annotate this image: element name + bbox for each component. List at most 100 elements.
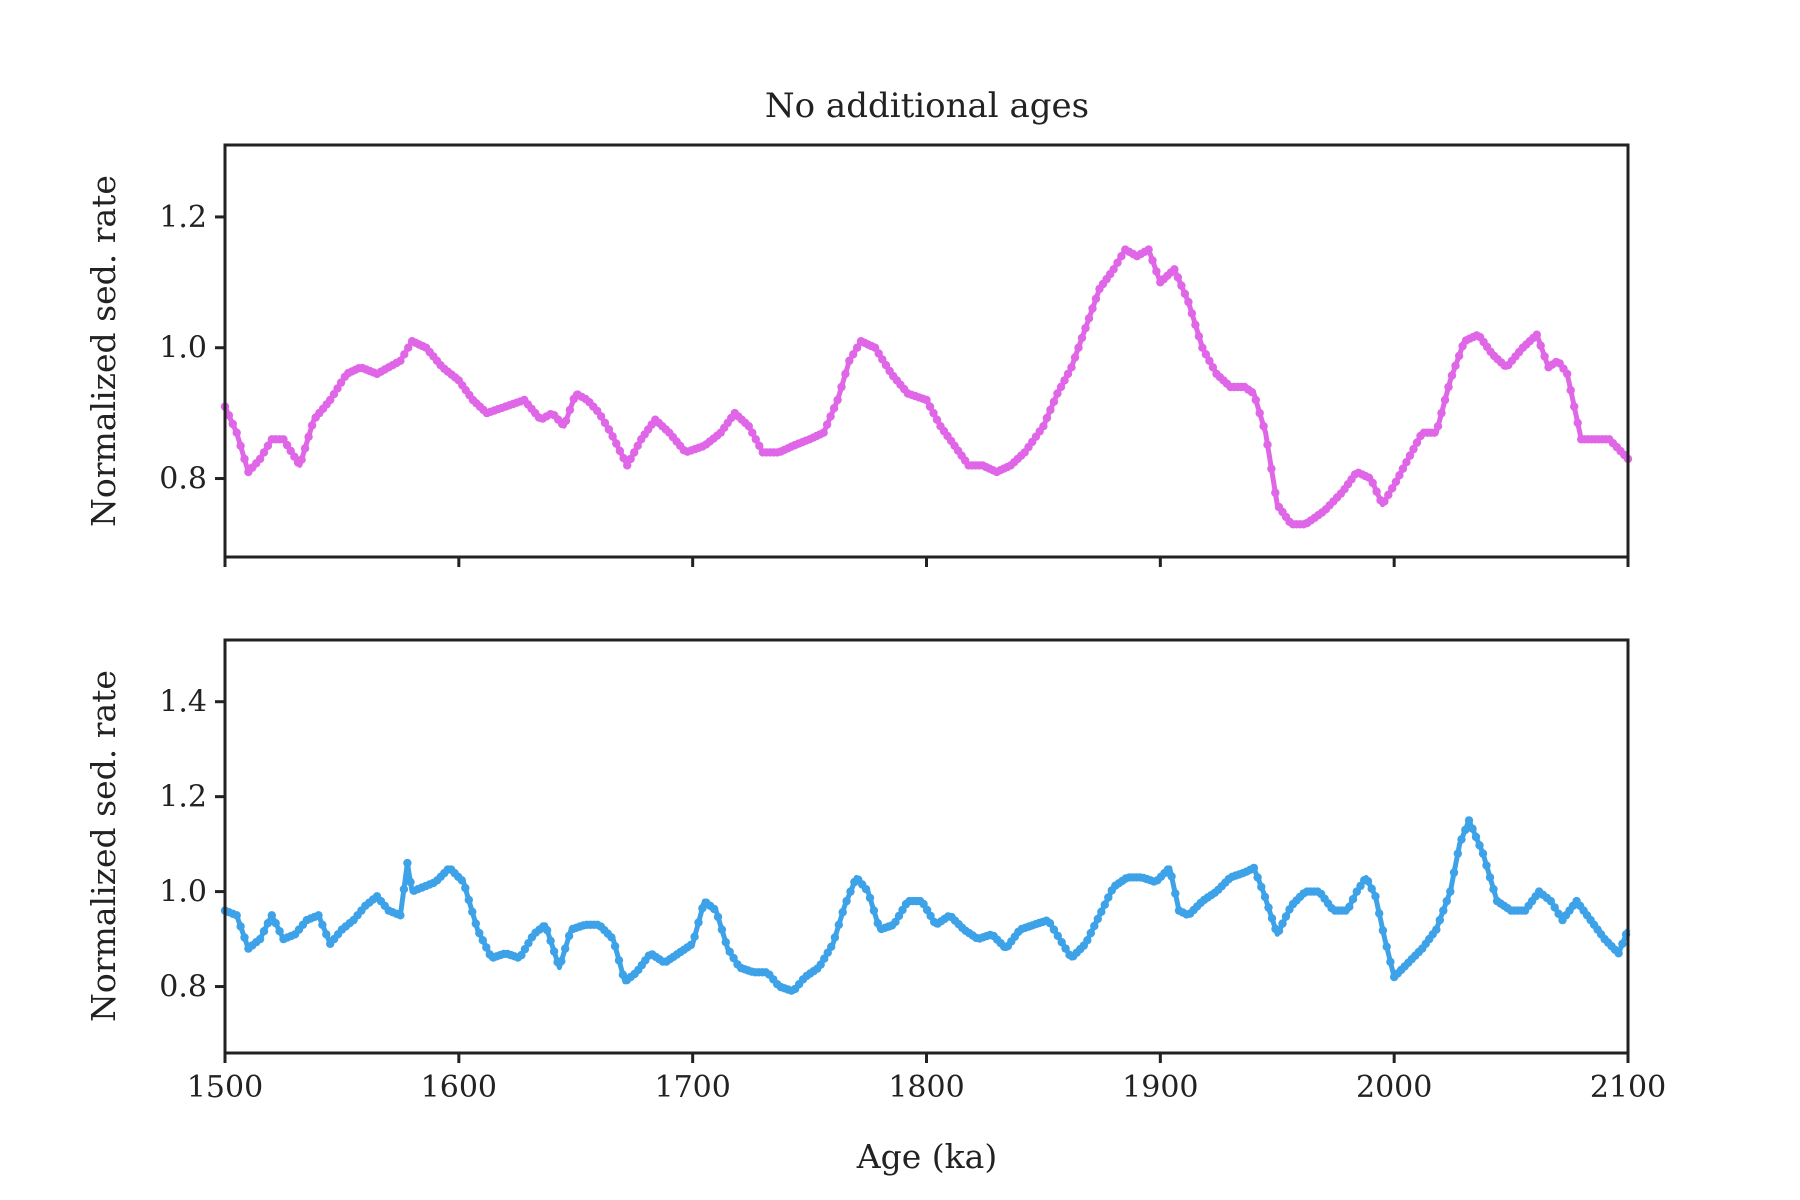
top-data-point bbox=[633, 441, 642, 450]
top-data-point bbox=[1271, 488, 1280, 497]
bottom-data-point bbox=[1478, 849, 1488, 858]
bottom-data-point bbox=[827, 942, 836, 951]
top-data-point bbox=[748, 428, 757, 437]
top-data-point bbox=[1391, 477, 1401, 486]
bottom-data-point bbox=[1446, 887, 1455, 896]
top-data-point bbox=[1077, 333, 1087, 343]
bottom-data-point bbox=[1485, 873, 1495, 882]
top-data-point bbox=[623, 461, 632, 470]
top-data-point bbox=[1437, 408, 1446, 418]
top-data-point bbox=[1117, 252, 1126, 261]
bottom-data-point bbox=[1171, 889, 1180, 898]
top-data-point bbox=[565, 405, 575, 415]
top-data-point bbox=[1388, 484, 1397, 493]
bottom-data-point bbox=[464, 895, 473, 905]
bottom-data-point bbox=[275, 927, 284, 936]
bottom-data-point bbox=[557, 957, 566, 966]
bottom-data-point bbox=[1471, 832, 1481, 842]
top-data-point bbox=[300, 444, 310, 453]
top-data-point bbox=[1570, 402, 1579, 411]
bottom-data-point bbox=[717, 925, 727, 934]
bottom-data-point bbox=[686, 940, 696, 950]
top-data-point bbox=[744, 422, 753, 431]
bottom-data-point bbox=[1260, 892, 1270, 902]
bottom-data-point bbox=[1449, 868, 1459, 877]
top-data-point bbox=[1454, 351, 1464, 361]
top-data-point bbox=[845, 356, 854, 365]
bottom-data-point bbox=[542, 926, 552, 935]
bottom-data-point bbox=[406, 877, 415, 887]
top-data-point bbox=[1070, 353, 1080, 362]
bottom-data-point bbox=[1053, 931, 1063, 941]
bottom-panel: 0.8 1.0 1.2 1.4 1500 1600 1700 1800 1900 2000 2100… bbox=[84, 638, 1666, 1176]
bottom-x-tick-label: 1500 bbox=[187, 1070, 263, 1105]
bottom-data-point bbox=[1453, 849, 1463, 858]
bottom-y-tick-label: 1.2 bbox=[159, 780, 207, 815]
bottom-data-point bbox=[263, 919, 273, 928]
top-data-point bbox=[396, 356, 405, 365]
top-data-point bbox=[596, 412, 606, 421]
top-data-point bbox=[1063, 369, 1073, 379]
top-data-point bbox=[1405, 451, 1415, 460]
top-data-point bbox=[837, 382, 846, 392]
top-data-point bbox=[1402, 458, 1411, 467]
top-data-point bbox=[849, 350, 858, 359]
bottom-y-tick-label: 1.4 bbox=[159, 685, 207, 720]
bottom-x-tick-label: 2000 bbox=[1356, 1070, 1432, 1105]
bottom-data-point bbox=[236, 922, 245, 931]
top-data-point bbox=[1536, 341, 1545, 350]
bottom-data-point bbox=[721, 938, 730, 947]
bottom-data-point bbox=[610, 942, 620, 951]
bottom-data-point bbox=[1249, 863, 1259, 873]
top-data-point bbox=[1170, 265, 1179, 274]
bottom-y-tick-label: 0.8 bbox=[159, 970, 207, 1005]
top-data-point bbox=[612, 439, 621, 448]
top-data-point bbox=[1042, 413, 1052, 423]
top-data-point bbox=[1148, 256, 1157, 265]
bottom-data-point bbox=[1546, 896, 1556, 906]
top-data-point bbox=[1177, 281, 1186, 290]
bottom-data-point bbox=[1550, 903, 1559, 912]
bottom-data-point bbox=[232, 911, 241, 920]
bottom-y-tick-label: 1.0 bbox=[159, 875, 207, 910]
top-data-point bbox=[1532, 330, 1542, 339]
bottom-data-point bbox=[564, 931, 574, 941]
bottom-data-point bbox=[842, 896, 851, 906]
bottom-data-point bbox=[1468, 824, 1477, 833]
top-data-point bbox=[600, 418, 610, 428]
bottom-data-point bbox=[403, 858, 412, 868]
top-data-point bbox=[1074, 343, 1083, 352]
bottom-data-point bbox=[1345, 902, 1354, 911]
bottom-data-point bbox=[1083, 936, 1092, 945]
bottom-data-point bbox=[468, 907, 477, 916]
bottom-data-point bbox=[1439, 906, 1448, 915]
bottom-data-point bbox=[1371, 892, 1380, 901]
top-data-point bbox=[1039, 422, 1048, 431]
top-data-point bbox=[255, 454, 265, 464]
bottom-data-point bbox=[1049, 925, 1059, 934]
top-data-point bbox=[604, 425, 614, 434]
top-data-point bbox=[1180, 289, 1190, 298]
bottom-data-point bbox=[834, 920, 843, 929]
bottom-data-point bbox=[1281, 912, 1291, 921]
bottom-data-point bbox=[869, 906, 879, 915]
top-data-point bbox=[1380, 497, 1389, 506]
bottom-data-point bbox=[318, 920, 327, 929]
top-y-tick-label: 1.2 bbox=[159, 200, 207, 235]
bottom-data-point bbox=[694, 918, 703, 927]
top-data-point bbox=[932, 415, 942, 424]
top-y-tick-label: 0.8 bbox=[159, 462, 207, 497]
bottom-data-point bbox=[1264, 903, 1273, 912]
top-data-point bbox=[1046, 405, 1055, 415]
bottom-data-point bbox=[1375, 909, 1384, 918]
bottom-data-point bbox=[549, 947, 559, 956]
top-data-point bbox=[1053, 389, 1062, 398]
top-data-point bbox=[841, 369, 850, 379]
top-data-point bbox=[1267, 464, 1276, 473]
bottom-data-point bbox=[1378, 926, 1388, 935]
top-data-point bbox=[852, 343, 862, 352]
top-data-point bbox=[1056, 382, 1066, 392]
bottom-data-point bbox=[1257, 882, 1266, 892]
